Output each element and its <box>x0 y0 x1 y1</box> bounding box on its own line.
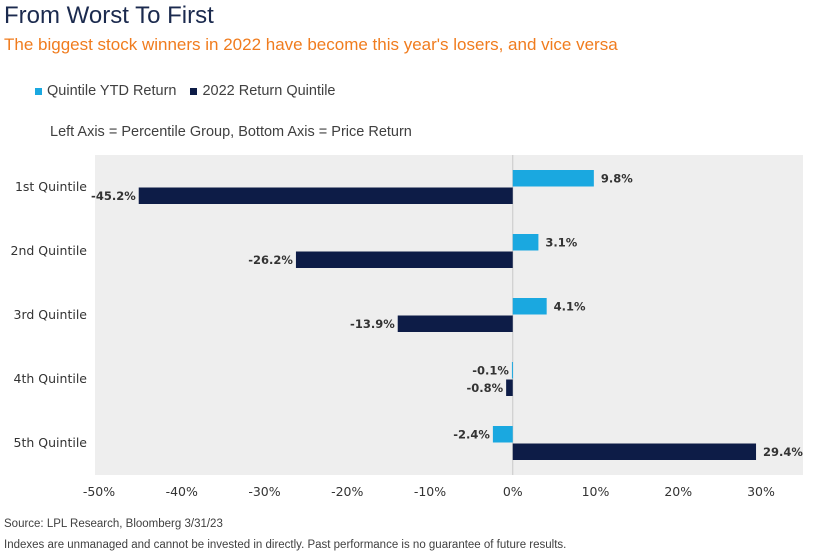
legend: Quintile YTD Return 2022 Return Quintile <box>35 83 349 99</box>
data-label-ytd: -2.4% <box>453 427 490 441</box>
chart-subtitle: The biggest stock winners in 2022 have b… <box>4 35 618 54</box>
x-tick-label: 30% <box>747 484 775 499</box>
bar-ytd <box>511 362 513 379</box>
legend-label-2022: 2022 Return Quintile <box>202 83 336 99</box>
x-tick-label: -10% <box>414 484 446 499</box>
x-tick-label: 0% <box>503 484 523 499</box>
bar-ytd <box>512 234 539 251</box>
bar-ytd <box>512 170 594 187</box>
bar-ytd <box>492 426 513 443</box>
bar-chart: 1st Quintile 9.8% -45.2% 2nd Quintile 3.1% -2… <box>11 155 803 499</box>
data-label-ytd: 4.1% <box>554 299 586 313</box>
data-label-2022: -45.2% <box>91 189 136 203</box>
plot-area <box>95 155 803 475</box>
legend-label-ytd: Quintile YTD Return <box>47 83 177 99</box>
x-tick-label: -50% <box>83 484 115 499</box>
disclaimer-note: Indexes are unmanaged and cannot be inve… <box>4 539 567 551</box>
bar-ytd <box>512 298 547 315</box>
legend-item-ytd: Quintile YTD Return <box>35 83 176 99</box>
data-label-ytd: 3.1% <box>545 235 577 249</box>
bar-2022 <box>512 443 757 460</box>
x-tick-label: -40% <box>166 484 198 499</box>
category-label: 1st Quintile <box>15 179 87 194</box>
axis-note: Left Axis = Percentile Group, Bottom Axi… <box>50 124 412 140</box>
data-label-2022: -0.8% <box>466 381 503 395</box>
bar-2022 <box>397 315 513 332</box>
x-tick-label: 20% <box>664 484 692 499</box>
x-tick-label: 10% <box>582 484 610 499</box>
bar-2022 <box>295 251 513 268</box>
category-label: 4th Quintile <box>14 371 88 386</box>
source-note: Source: LPL Research, Bloomberg 3/31/23 <box>4 518 223 530</box>
category-label: 5th Quintile <box>14 435 88 450</box>
data-label-ytd: 9.8% <box>601 171 633 185</box>
category-label: 3rd Quintile <box>14 307 88 322</box>
data-label-ytd: -0.1% <box>472 363 509 377</box>
data-label-2022: -13.9% <box>350 317 395 331</box>
bar-2022 <box>506 379 513 396</box>
x-tick-label: -30% <box>248 484 280 499</box>
legend-swatch-ytd <box>35 87 42 95</box>
chart-title: From Worst To First <box>4 2 214 29</box>
legend-swatch-2022 <box>190 87 198 95</box>
legend-item-2022: 2022 Return Quintile <box>190 83 335 99</box>
x-tick-label: -20% <box>331 484 363 499</box>
bar-2022 <box>138 187 513 204</box>
category-label: 2nd Quintile <box>11 243 88 258</box>
data-label-2022: 29.4% <box>763 445 803 459</box>
data-label-2022: -26.2% <box>248 253 293 267</box>
